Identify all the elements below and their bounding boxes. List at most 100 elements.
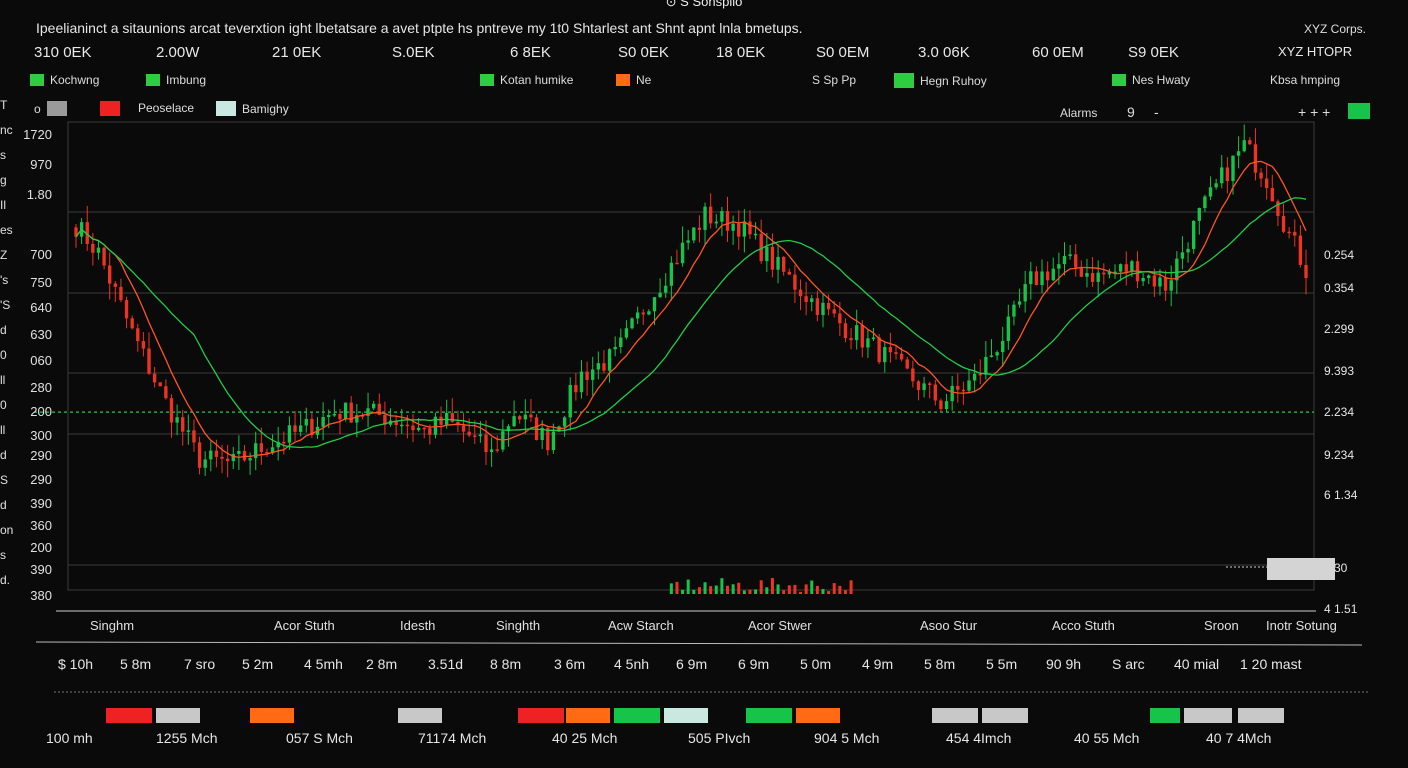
candle-body bbox=[102, 247, 106, 266]
candle-body bbox=[270, 447, 275, 454]
candle-body bbox=[473, 435, 477, 437]
legend-item[interactable]: Peoselace bbox=[138, 101, 194, 115]
candle-body bbox=[781, 256, 786, 272]
candle-body bbox=[815, 298, 820, 315]
volume-mark bbox=[742, 590, 746, 594]
app-title: ⊙ S Sonspiio bbox=[665, 0, 743, 9]
stat-value: XYZ HTOPR bbox=[1278, 44, 1353, 59]
candle-body bbox=[725, 211, 730, 231]
candle-body bbox=[928, 383, 932, 385]
legend-item[interactable]: Hegn Ruhoy bbox=[894, 73, 987, 88]
volume-mark bbox=[669, 583, 673, 594]
candle-body bbox=[91, 243, 95, 253]
legend-swatch bbox=[100, 101, 120, 116]
y-tick-label: 200 bbox=[30, 404, 52, 419]
candle-body bbox=[972, 373, 977, 381]
legend-label: S Sp Pp bbox=[812, 73, 857, 87]
volume-label: 1255 Mch bbox=[156, 730, 218, 746]
legend-item[interactable]: Imbung bbox=[146, 73, 206, 87]
candle-body bbox=[169, 398, 174, 423]
volume-mark bbox=[832, 583, 836, 594]
stat-value: 6 8EK bbox=[510, 44, 551, 61]
y-tick-label: 640 bbox=[30, 300, 52, 315]
volume-mark bbox=[726, 585, 730, 594]
volume-bar bbox=[106, 708, 152, 723]
candle-body bbox=[276, 441, 280, 448]
scale-label: Acor Stwer bbox=[748, 618, 812, 633]
candle-body bbox=[321, 416, 325, 427]
candle-body bbox=[203, 459, 207, 468]
candle-body bbox=[1265, 178, 1269, 188]
zoom-in-buttons[interactable]: + + + bbox=[1298, 104, 1331, 120]
time-label: 1 20 mast bbox=[1240, 656, 1302, 672]
volume-mark bbox=[793, 584, 797, 594]
candle-body bbox=[209, 450, 213, 460]
candle-body bbox=[422, 427, 426, 430]
y-tick-label: 280 bbox=[30, 380, 52, 395]
ma-slow-line bbox=[75, 197, 1307, 449]
legend-item[interactable]: Kbsa hmping bbox=[1270, 73, 1340, 87]
plot-frame bbox=[67, 121, 1315, 591]
y-tick-label: 060 bbox=[30, 353, 52, 368]
candle-body bbox=[124, 300, 129, 319]
volume-mark bbox=[827, 591, 831, 594]
legend-item[interactable]: Ne bbox=[616, 73, 651, 87]
volume-mark bbox=[815, 585, 819, 594]
candle-body bbox=[405, 424, 410, 427]
legend-item[interactable]: S Sp Pp bbox=[812, 73, 856, 87]
edge-label: S bbox=[0, 473, 9, 487]
candle-body bbox=[821, 302, 825, 315]
volume-mark bbox=[799, 591, 803, 594]
candle-body bbox=[327, 415, 331, 417]
stat-value: 21 0EK bbox=[272, 44, 322, 61]
accent-toggle[interactable] bbox=[1348, 103, 1370, 119]
volume-mark bbox=[770, 578, 774, 594]
candle-body bbox=[119, 286, 123, 301]
edge-label: g bbox=[0, 173, 7, 187]
legend-item[interactable] bbox=[100, 101, 120, 116]
candle-body bbox=[1006, 316, 1011, 341]
candle-body bbox=[1124, 264, 1128, 272]
candle-body bbox=[1017, 301, 1022, 305]
candle-body bbox=[461, 425, 466, 432]
candle-body bbox=[894, 352, 898, 354]
candle-body bbox=[371, 403, 376, 409]
candle-body bbox=[899, 353, 904, 360]
scale-label: Acw Starch bbox=[608, 618, 674, 633]
candle-body bbox=[237, 450, 241, 454]
candle-body bbox=[304, 418, 308, 426]
candle-body bbox=[866, 338, 870, 348]
scale-label: Singhth bbox=[496, 618, 541, 633]
candle-body bbox=[720, 211, 724, 222]
volume-label: 40 25 Mch bbox=[552, 730, 618, 746]
legend-item[interactable]: o bbox=[34, 101, 67, 116]
candle-body bbox=[877, 337, 881, 363]
legend-swatch bbox=[616, 74, 630, 86]
candle-body bbox=[1270, 187, 1274, 202]
legend-item[interactable]: Kochwng bbox=[30, 73, 99, 87]
legend-item[interactable]: Bamighy bbox=[216, 101, 289, 116]
candle-body bbox=[220, 456, 224, 459]
candle-body bbox=[591, 369, 595, 380]
legend-item[interactable]: Kotan humike bbox=[480, 73, 573, 87]
right-tick-label: 2.299 bbox=[1324, 322, 1355, 336]
time-label: $ 10h bbox=[58, 656, 94, 672]
y-tick-label: 390 bbox=[30, 562, 52, 577]
volume-mark bbox=[697, 587, 701, 594]
alarms-label[interactable]: Alarms bbox=[1060, 106, 1098, 120]
candle-body bbox=[759, 233, 763, 262]
volume-label: 100 mh bbox=[46, 730, 93, 746]
candle-body bbox=[686, 240, 690, 243]
candle-body bbox=[467, 431, 471, 436]
candle-body bbox=[546, 428, 550, 451]
volume-mark bbox=[810, 580, 814, 594]
candle-body bbox=[1068, 254, 1072, 257]
time-label: S arc bbox=[1112, 656, 1145, 672]
legend-item[interactable]: Nes Hwaty bbox=[1112, 73, 1190, 87]
candle-body bbox=[911, 368, 915, 382]
legend-label: Ne bbox=[636, 73, 652, 87]
stat-value: 60 0EM bbox=[1032, 44, 1084, 61]
candle-body bbox=[478, 434, 483, 437]
zoom-out-button[interactable]: - bbox=[1154, 104, 1159, 120]
right-tick-label: 9.393 bbox=[1324, 364, 1355, 378]
